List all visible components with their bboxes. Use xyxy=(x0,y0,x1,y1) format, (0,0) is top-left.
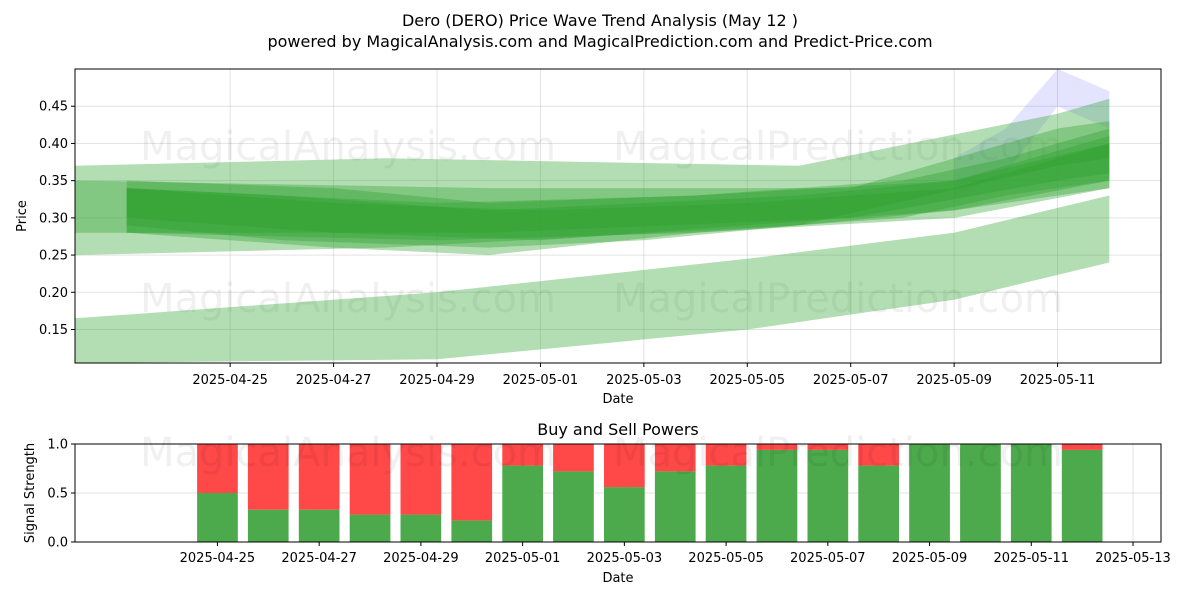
price-wave-band xyxy=(75,195,1110,363)
buy-bar xyxy=(1061,449,1103,542)
sell-bar xyxy=(349,444,391,515)
buy-bar xyxy=(553,471,594,542)
buy-bar xyxy=(451,520,493,542)
price-panel: MagicalAnalysis.com MagicalPrediction.co… xyxy=(15,68,1162,407)
buy-bar xyxy=(858,465,899,542)
signal-x-tick-label: 2025-05-09 xyxy=(892,551,968,566)
sell-bar xyxy=(298,444,340,510)
watermark-text: MagicalPrediction.com xyxy=(613,430,1063,476)
sell-bar xyxy=(197,444,238,493)
sell-bar xyxy=(502,444,543,466)
sell-bar xyxy=(705,444,747,466)
buy-bar xyxy=(1010,444,1052,542)
buy-bar xyxy=(807,449,849,542)
buy-bar xyxy=(909,444,950,542)
signal-x-ticks: 2025-04-25 2025-04-27 2025-04-29 2025-05-01… xyxy=(180,542,1171,566)
signal-y-ticks: 0.0 0.5 1.0 xyxy=(47,438,75,551)
price-grid xyxy=(75,69,1161,363)
price-x-tick-label: 2025-05-09 xyxy=(916,373,992,388)
sell-bar xyxy=(400,444,442,515)
buy-bar xyxy=(960,444,1001,542)
price-x-tick-label: 2025-05-11 xyxy=(1020,373,1096,388)
buy-bar xyxy=(298,509,340,542)
signal-x-tick-label: 2025-04-25 xyxy=(180,551,256,566)
price-x-tick-label: 2025-05-01 xyxy=(503,373,579,388)
sell-bar xyxy=(807,444,849,450)
price-x-tick-label: 2025-04-27 xyxy=(296,373,372,388)
price-y-label: Price xyxy=(15,200,30,232)
signal-title: Buy and Sell Powers xyxy=(537,420,699,439)
price-x-tick-label: 2025-04-25 xyxy=(192,373,268,388)
signal-bars xyxy=(197,444,1103,542)
signal-y-tick-label: 1.0 xyxy=(47,438,68,453)
signal-y-label: Signal Strength xyxy=(23,443,38,543)
watermark-text: MagicalPrediction.com xyxy=(613,124,1063,170)
watermark-text: MagicalAnalysis.com xyxy=(140,276,556,322)
buy-bar xyxy=(349,514,391,542)
price-y-tick-label: 0.20 xyxy=(39,286,68,301)
price-x-tick-label: 2025-05-05 xyxy=(710,373,786,388)
price-x-tick-label: 2025-05-07 xyxy=(813,373,889,388)
signal-watermarks: MagicalAnalysis.com MagicalPrediction.co… xyxy=(140,430,1063,476)
buy-bar xyxy=(502,465,543,542)
price-y-tick-label: 0.45 xyxy=(39,100,68,115)
signal-y-tick-label: 0.0 xyxy=(47,536,68,551)
chart-title: Dero (DERO) Price Wave Trend Analysis (M… xyxy=(402,11,798,30)
sell-bar xyxy=(1061,444,1103,450)
signal-x-tick-label: 2025-05-01 xyxy=(485,551,561,566)
price-x-tick-label: 2025-05-03 xyxy=(606,373,682,388)
price-wave-band xyxy=(126,143,1110,241)
signal-x-tick-label: 2025-05-07 xyxy=(790,551,866,566)
price-highlight-band xyxy=(954,69,1110,196)
price-bands xyxy=(75,69,1110,363)
price-y-tick-label: 0.30 xyxy=(39,211,68,226)
price-wave-band xyxy=(75,121,1110,233)
signal-x-tick-label: 2025-04-29 xyxy=(383,551,459,566)
signal-x-tick-label: 2025-05-03 xyxy=(587,551,663,566)
signal-x-tick-label: 2025-05-11 xyxy=(994,551,1070,566)
price-y-tick-label: 0.40 xyxy=(39,137,68,152)
price-x-tick-label: 2025-04-29 xyxy=(399,373,475,388)
price-y-tick-label: 0.25 xyxy=(39,249,68,264)
sell-bar xyxy=(604,444,645,488)
watermark-text: MagicalAnalysis.com xyxy=(140,124,556,170)
price-x-ticks: 2025-04-25 2025-04-27 2025-04-29 2025-05-01… xyxy=(192,363,1095,388)
price-x-label: Date xyxy=(602,392,633,407)
sell-bar xyxy=(553,444,594,472)
chart-subtitle: powered by MagicalAnalysis.com and Magic… xyxy=(267,32,932,51)
signal-y-tick-label: 0.5 xyxy=(47,487,68,502)
signal-panel: Buy and Sell Powers MagicalAnalysis.com … xyxy=(23,420,1171,586)
price-wave-band xyxy=(126,128,1110,256)
buy-bar xyxy=(247,509,289,542)
price-y-ticks: 0.15 0.20 0.25 0.30 0.35 0.40 0.45 xyxy=(39,100,75,338)
price-wave-band xyxy=(75,98,1110,256)
price-watermarks: MagicalAnalysis.com MagicalPrediction.co… xyxy=(140,124,1063,322)
buy-bar xyxy=(604,487,645,542)
price-axes-frame xyxy=(74,68,1162,364)
buy-bar xyxy=(400,514,442,542)
sell-bar xyxy=(654,444,696,472)
sell-bar xyxy=(858,444,899,466)
price-y-tick-label: 0.15 xyxy=(39,323,68,338)
buy-bar xyxy=(705,465,747,542)
signal-x-tick-label: 2025-04-27 xyxy=(281,551,357,566)
price-wave-band xyxy=(126,143,1110,241)
signal-x-tick-label: 2025-05-13 xyxy=(1095,551,1171,566)
signal-x-label: Date xyxy=(602,571,633,586)
buy-bar xyxy=(756,449,798,542)
buy-bar xyxy=(654,471,696,542)
sell-bar xyxy=(756,444,798,450)
price-y-tick-label: 0.35 xyxy=(39,174,68,189)
watermark-text: MagicalPrediction.com xyxy=(613,276,1063,322)
sell-bar xyxy=(451,444,493,521)
watermark-text: MagicalAnalysis.com xyxy=(140,430,556,476)
buy-bar xyxy=(197,493,238,542)
signal-x-tick-label: 2025-05-05 xyxy=(688,551,764,566)
sell-bar xyxy=(247,444,289,510)
price-wave-band xyxy=(126,136,1110,248)
